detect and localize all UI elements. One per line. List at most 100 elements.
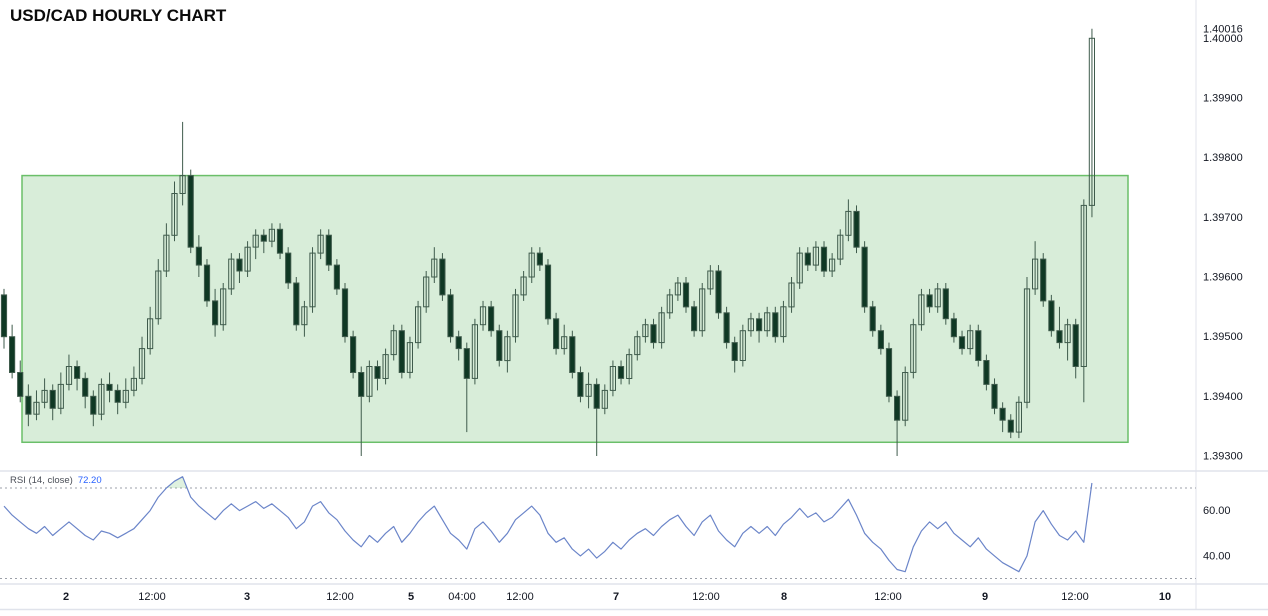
candle <box>634 330 641 361</box>
candle-body-up <box>812 246 819 266</box>
candle-body-down <box>861 246 868 308</box>
candle <box>1064 318 1071 361</box>
candle <box>772 306 779 343</box>
candle-body-up <box>796 252 803 284</box>
candle <box>163 223 170 277</box>
time-axis-label: 3 <box>244 591 250 603</box>
time-axis-label: 2 <box>63 591 69 603</box>
candle <box>276 223 284 260</box>
candle-body-down <box>756 318 763 332</box>
candle-body-up <box>309 252 316 308</box>
candle-body-down <box>553 318 560 350</box>
candle <box>244 241 251 277</box>
candle-body-up <box>171 193 178 236</box>
candle-body-down <box>463 348 470 379</box>
candle-body-up <box>674 282 681 296</box>
candle <box>138 336 146 385</box>
candle <box>812 241 819 271</box>
candle <box>1048 294 1055 337</box>
candle-body-up <box>138 348 146 379</box>
candle-body-down <box>1056 330 1063 344</box>
candle <box>147 306 154 355</box>
candle <box>439 253 446 301</box>
candle <box>268 223 275 248</box>
candle-body-up <box>406 342 413 373</box>
candle <box>260 229 267 254</box>
candle-body-up <box>1080 204 1087 367</box>
candle-body-down <box>942 288 949 320</box>
candle-body-up <box>837 234 844 260</box>
candle-body-up <box>228 258 235 290</box>
candle-body-up <box>967 330 974 350</box>
candle <box>285 247 292 289</box>
candle-body-up <box>33 401 40 415</box>
candle <box>122 378 129 409</box>
candle-body-down <box>772 312 779 338</box>
candle <box>528 247 535 283</box>
candle-body-down <box>236 258 243 272</box>
rsi-axis-label: 60.00 <box>1203 505 1231 517</box>
candle <box>57 372 64 415</box>
candle <box>869 300 876 337</box>
candle-body-up <box>317 234 324 254</box>
candle-body-down <box>447 294 454 338</box>
candle-body-up <box>609 366 616 391</box>
price-axis-label: 1.39800 <box>1203 152 1243 164</box>
candle <box>212 288 219 337</box>
time-axis-label: 5 <box>408 591 414 603</box>
candle <box>682 277 690 313</box>
candle-body-up <box>130 377 138 391</box>
candle-body-down <box>1048 300 1055 332</box>
candle-body-down <box>820 246 828 272</box>
candle-body-up <box>179 175 186 195</box>
candle-body-up <box>504 336 511 362</box>
candle <box>504 330 511 373</box>
candle-body-up <box>666 294 673 314</box>
candle-body-down <box>569 336 576 374</box>
candle-body-down <box>90 395 97 415</box>
candle-body-down <box>877 330 884 350</box>
candle <box>171 181 178 242</box>
candle <box>707 265 714 295</box>
candle-body-down <box>577 372 584 397</box>
candle-body-down <box>544 264 552 320</box>
candle-body-down <box>276 228 284 254</box>
candle-body-up <box>479 306 487 326</box>
candle-body-down <box>17 372 24 397</box>
candle <box>309 247 316 313</box>
candle <box>350 330 357 379</box>
candle-body-down <box>715 270 722 314</box>
candle-body-up <box>561 336 568 350</box>
candle <box>658 306 665 349</box>
candle <box>431 247 438 283</box>
candle <box>796 247 803 289</box>
candle-body-down <box>731 342 738 362</box>
candle-body-up <box>41 389 48 403</box>
candle-body-up <box>382 354 389 380</box>
candle-body-down <box>950 318 957 338</box>
candle <box>406 336 413 379</box>
rsi-indicator-label: RSI (14, close) <box>10 475 73 486</box>
candle <box>577 366 584 403</box>
candle <box>114 384 121 415</box>
price-axis-label: 1.40000 <box>1203 33 1243 45</box>
candle-body-up <box>747 318 754 332</box>
candle <box>90 390 97 427</box>
candle <box>236 253 243 283</box>
candle <box>106 372 113 403</box>
rsi-axis-label: 40.00 <box>1203 550 1231 562</box>
candle-body-up <box>642 324 649 338</box>
candle <box>1015 396 1022 439</box>
candle-body-down <box>926 294 933 308</box>
candle <box>325 229 332 271</box>
time-axis-label: 10 <box>1159 591 1171 603</box>
candle <box>902 366 909 427</box>
candle-body-up <box>244 246 251 272</box>
candle <box>642 318 649 343</box>
candle <box>33 390 40 421</box>
candle <box>536 247 543 271</box>
candle <box>293 277 300 331</box>
candle-body-down <box>975 330 982 362</box>
time-axis-label: 12:00 <box>692 591 720 603</box>
